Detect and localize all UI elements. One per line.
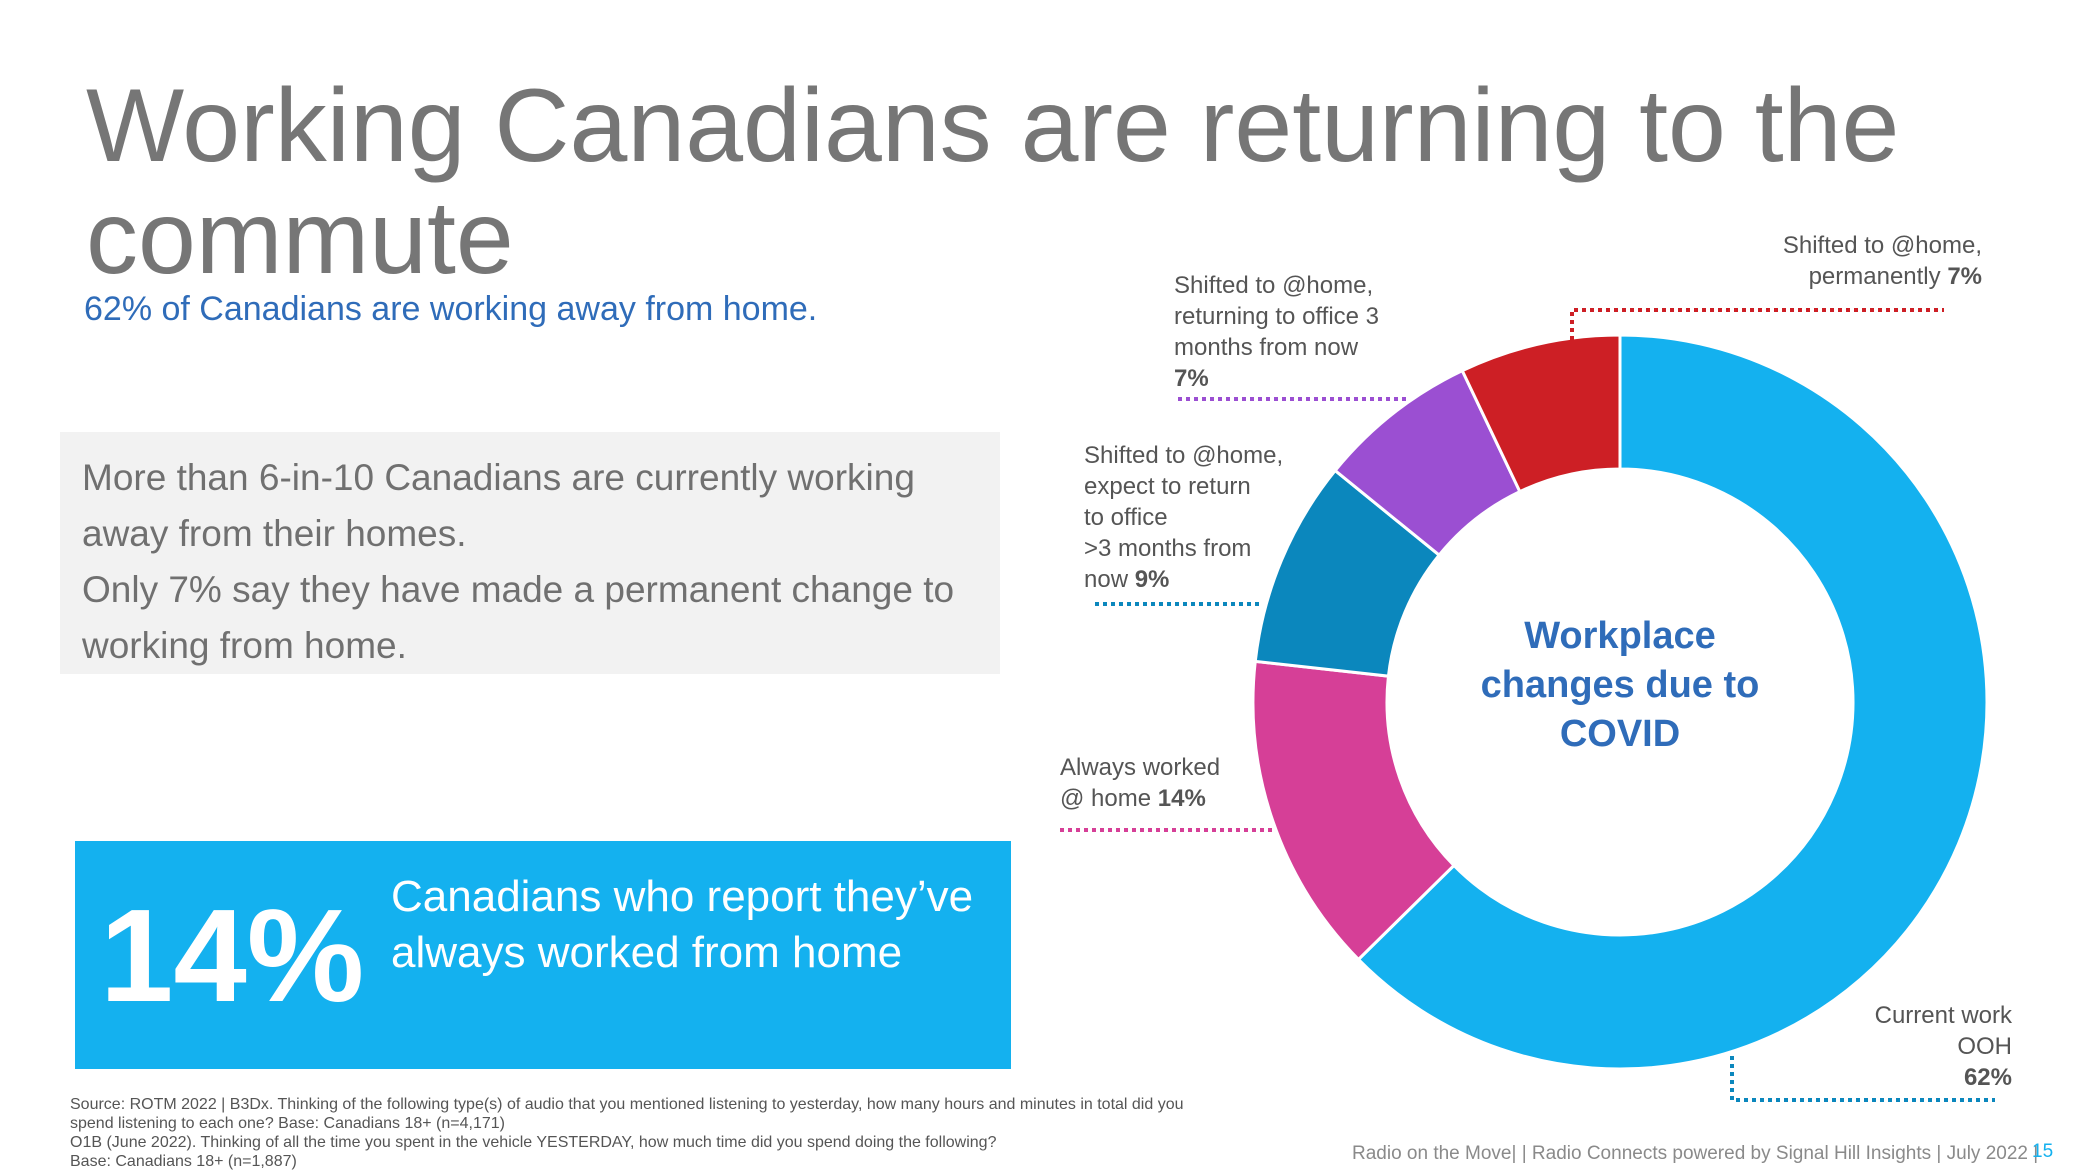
slice-label-name: Shifted to @home, expect to return to of… (1084, 442, 1284, 593)
source-note: Source: ROTM 2022 | B3Dx. Thinking of th… (70, 1095, 1330, 1171)
leader-line (1730, 1056, 1995, 1102)
summary-line: away from their homes. (82, 513, 467, 554)
slice-label-name: Always worked @ home (1060, 754, 1221, 812)
donut-center-label: Workplace changes due to COVID (1480, 615, 1760, 755)
slice-label-name: Shifted to @home, returning to office 3 … (1174, 272, 1380, 361)
source-line: Base: Canadians 18+ (n=1,887) (70, 1153, 297, 1170)
slice-value-label: 7% (1947, 263, 1982, 290)
slice-label: Always worked @ home 14% (1060, 752, 1300, 814)
slice-value-label: 7% (1174, 365, 1209, 392)
donut-slice (1356, 333, 1989, 1071)
slice-value-label: 14% (1157, 785, 1206, 812)
page-number: 15 (2032, 1141, 2054, 1162)
slide-subtitle: 62% of Canadians are working away from h… (84, 290, 818, 328)
source-line: O1B (June 2022). Thinking of all the tim… (70, 1134, 997, 1151)
leader-line (1570, 308, 1944, 340)
summary-line: Only 7% say they have made a permanent c… (82, 569, 955, 610)
slice-value-label: 62% (1963, 1064, 2012, 1091)
slice-label-name: Current work OOH (1874, 1002, 2012, 1060)
footer-text: Radio on the Move| | Radio Connects powe… (1352, 1143, 2039, 1164)
source-line: spend listening to each one? Base: Canad… (70, 1115, 505, 1132)
summary-line: working from home. (82, 625, 407, 666)
slice-label: Shifted to @home, returning to office 3 … (1174, 270, 1434, 394)
source-line: Source: ROTM 2022 | B3Dx. Thinking of th… (70, 1096, 1184, 1113)
slice-label: Shifted to @home, expect to return to of… (1084, 440, 1344, 595)
donut-slice (1460, 333, 1622, 494)
summary-line: More than 6-in-10 Canadians are currentl… (82, 457, 915, 498)
highlight-caption: Canadians who report they’ve always work… (391, 872, 974, 977)
summary-box: More than 6-in-10 Canadians are currentl… (60, 432, 1000, 674)
slice-label: Current work OOH 62% (1760, 1000, 2012, 1093)
slice-label-name: Shifted to @home, permanently (1782, 232, 1982, 290)
highlight-box: 14% Canadians who report they’ve always … (75, 841, 1011, 1069)
highlight-value: 14% (100, 882, 365, 1029)
slice-value-label: 9% (1134, 566, 1170, 593)
summary-text: More than 6-in-10 Canadians are currentl… (82, 450, 982, 674)
slide-title: Working Canadians are returning to the c… (86, 68, 1900, 296)
slice-label: Shifted to @home, permanently 7% (1700, 230, 1982, 292)
